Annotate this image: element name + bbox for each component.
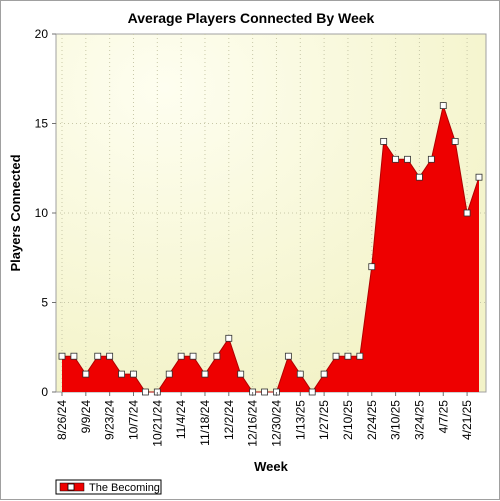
y-tick-label: 20 — [35, 27, 49, 41]
x-tick-label: 10/7/24 — [126, 400, 140, 440]
y-tick-label: 15 — [35, 117, 49, 131]
data-point — [58, 352, 66, 360]
data-point — [225, 334, 233, 342]
series-area — [62, 105, 479, 392]
y-tick-label: 0 — [41, 385, 48, 399]
data-point — [356, 352, 364, 360]
data-point — [332, 352, 340, 360]
data-point — [416, 173, 423, 181]
legend: The Becoming — [55, 479, 162, 495]
y-axis-label: Players Connected — [8, 154, 23, 271]
x-tick-label: 4/21/25 — [460, 400, 474, 440]
data-point — [320, 370, 328, 378]
data-point — [189, 352, 197, 360]
x-tick-label: 11/18/24 — [198, 400, 212, 446]
data-point — [177, 352, 185, 360]
data-point — [404, 155, 411, 163]
data-point — [141, 388, 149, 396]
data-point — [118, 370, 125, 378]
x-tick-label: 12/2/24 — [222, 400, 236, 440]
x-tick-label: 3/10/25 — [389, 400, 403, 440]
legend-label: The Becoming — [89, 482, 160, 494]
data-point — [82, 370, 90, 378]
y-tick-label: 5 — [41, 296, 48, 310]
legend-marker — [67, 483, 75, 491]
x-tick-label: 8/26/24 — [55, 400, 69, 440]
data-point — [94, 352, 102, 360]
data-point — [296, 370, 304, 378]
x-tick-label: 9/9/24 — [79, 400, 93, 434]
data-point — [451, 137, 459, 145]
data-point — [308, 388, 316, 396]
data-point — [130, 370, 137, 378]
x-tick-label: 2/10/25 — [341, 400, 355, 440]
data-point — [70, 352, 78, 360]
x-axis-label: Week — [254, 459, 288, 474]
x-tick-label: 9/23/24 — [103, 400, 117, 440]
x-tick-label: 12/16/24 — [246, 400, 260, 447]
axis-layer: 0 5 10 15 20 8/26/24 9/9/24 9/23/24 10/7/24 10/21… — [35, 27, 474, 447]
data-point — [201, 370, 209, 378]
data-point — [427, 155, 435, 163]
x-tick-label: 2/24/25 — [365, 400, 379, 440]
data-point — [106, 352, 114, 360]
data-point — [463, 209, 471, 217]
data-point — [475, 173, 483, 181]
x-tick-label: 1/27/25 — [317, 400, 331, 440]
chart-title: Average Players Connected By Week — [128, 10, 375, 26]
data-point — [213, 352, 221, 360]
data-point — [165, 370, 173, 378]
data-point — [380, 137, 388, 145]
data-point — [261, 388, 268, 396]
data-point — [368, 263, 376, 271]
series-layer — [58, 102, 483, 396]
x-tick-label: 10/21/24 — [150, 400, 164, 447]
data-point — [284, 352, 292, 360]
x-tick-label: 11/4/24 — [174, 400, 188, 439]
data-point — [392, 155, 400, 163]
y-tick-label: 10 — [35, 206, 49, 220]
data-point — [237, 370, 245, 378]
data-point — [344, 352, 352, 360]
x-tick-label: 4/7/25 — [436, 400, 450, 434]
x-tick-label: 3/24/25 — [412, 400, 426, 440]
x-tick-label: 1/13/25 — [293, 400, 307, 440]
data-point — [439, 102, 447, 109]
x-tick-label: 12/30/24 — [269, 400, 283, 447]
